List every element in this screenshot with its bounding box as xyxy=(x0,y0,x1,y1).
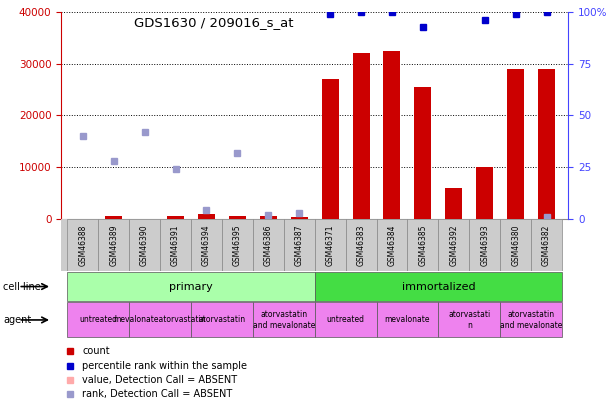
Bar xyxy=(438,303,500,337)
Bar xyxy=(538,69,555,219)
Text: GSM46382: GSM46382 xyxy=(542,224,551,266)
Text: rank, Detection Call = ABSENT: rank, Detection Call = ABSENT xyxy=(82,389,233,399)
Bar xyxy=(98,219,129,271)
Bar xyxy=(291,217,308,219)
Text: percentile rank within the sample: percentile rank within the sample xyxy=(82,360,247,371)
Bar xyxy=(353,53,370,219)
Text: cell line: cell line xyxy=(3,281,41,292)
Bar xyxy=(384,51,400,219)
Text: GSM46394: GSM46394 xyxy=(202,224,211,266)
Text: mevalonate: mevalonate xyxy=(385,315,430,324)
Text: GSM46388: GSM46388 xyxy=(78,224,87,266)
Text: agent: agent xyxy=(3,315,31,325)
Bar xyxy=(414,87,431,219)
Bar xyxy=(445,188,463,219)
Text: GSM46395: GSM46395 xyxy=(233,224,242,266)
Bar xyxy=(105,215,122,219)
Bar xyxy=(315,303,376,337)
Bar xyxy=(321,79,338,219)
Bar xyxy=(67,219,98,271)
Bar xyxy=(160,219,191,271)
Bar xyxy=(376,219,408,271)
Text: atorvastatin
and mevalonate: atorvastatin and mevalonate xyxy=(252,310,315,330)
Bar xyxy=(129,303,191,337)
Bar xyxy=(253,219,284,271)
Text: mevalonateatorvastatin: mevalonateatorvastatin xyxy=(114,315,207,324)
Bar xyxy=(476,167,493,219)
Bar xyxy=(67,272,315,301)
Bar xyxy=(253,303,315,337)
Bar xyxy=(67,303,129,337)
Text: GDS1630 / 209016_s_at: GDS1630 / 209016_s_at xyxy=(134,16,294,29)
Text: GSM46392: GSM46392 xyxy=(449,224,458,266)
Bar xyxy=(376,303,438,337)
Bar xyxy=(284,219,315,271)
Bar xyxy=(500,303,562,337)
Text: GSM46387: GSM46387 xyxy=(295,224,304,266)
Text: atorvastatin
and mevalonate: atorvastatin and mevalonate xyxy=(500,310,562,330)
Text: GSM46391: GSM46391 xyxy=(171,224,180,266)
Bar xyxy=(315,219,346,271)
Bar xyxy=(531,219,562,271)
Text: atorvastatin: atorvastatin xyxy=(199,315,246,324)
Bar xyxy=(507,69,524,219)
Bar xyxy=(408,219,438,271)
Text: GSM46385: GSM46385 xyxy=(419,224,427,266)
Text: primary: primary xyxy=(169,281,213,292)
Bar xyxy=(438,219,469,271)
Text: GSM46384: GSM46384 xyxy=(387,224,397,266)
Text: untreated: untreated xyxy=(79,315,117,324)
Text: GSM46393: GSM46393 xyxy=(480,224,489,266)
Bar xyxy=(191,303,253,337)
Text: immortalized: immortalized xyxy=(401,281,475,292)
Bar xyxy=(500,219,531,271)
Bar xyxy=(167,216,184,219)
Bar xyxy=(469,219,500,271)
Text: GSM46389: GSM46389 xyxy=(109,224,118,266)
Bar xyxy=(129,219,160,271)
Bar xyxy=(191,219,222,271)
Bar xyxy=(260,215,277,219)
Text: atorvastati
n: atorvastati n xyxy=(448,310,491,330)
Text: GSM46386: GSM46386 xyxy=(264,224,273,266)
Text: GSM46390: GSM46390 xyxy=(140,224,149,266)
Text: GSM46383: GSM46383 xyxy=(357,224,365,266)
Text: count: count xyxy=(82,346,110,356)
Bar xyxy=(222,219,253,271)
Text: GSM46371: GSM46371 xyxy=(326,224,335,266)
Text: GSM46380: GSM46380 xyxy=(511,224,520,266)
Bar xyxy=(315,272,562,301)
Text: value, Detection Call = ABSENT: value, Detection Call = ABSENT xyxy=(82,375,238,385)
Text: untreated: untreated xyxy=(327,315,365,324)
Bar xyxy=(229,215,246,219)
Bar xyxy=(346,219,376,271)
Bar xyxy=(198,213,215,219)
